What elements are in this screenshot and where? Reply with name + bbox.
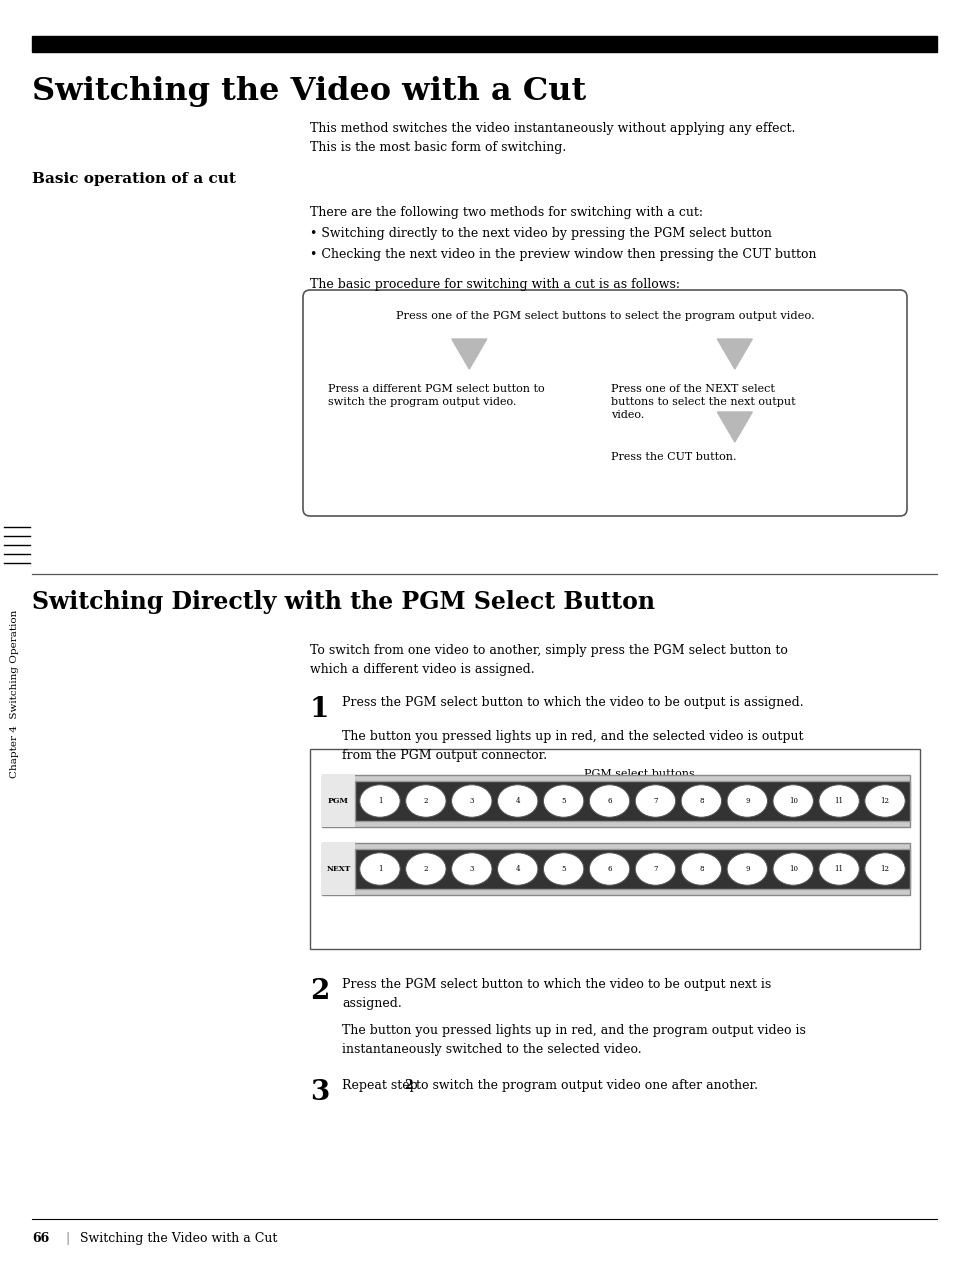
Ellipse shape <box>589 785 629 817</box>
Text: 6: 6 <box>607 865 611 873</box>
Ellipse shape <box>726 785 767 817</box>
Bar <box>322 843 909 896</box>
Text: PGM select buttons: PGM select buttons <box>583 769 694 778</box>
Polygon shape <box>452 339 486 369</box>
Ellipse shape <box>497 852 537 885</box>
Text: 2: 2 <box>404 1079 413 1092</box>
Text: This method switches the video instantaneously without applying any effect.
This: This method switches the video instantan… <box>310 122 795 153</box>
Text: 8: 8 <box>699 865 703 873</box>
Text: 2: 2 <box>423 865 428 873</box>
Ellipse shape <box>818 852 859 885</box>
Text: 3: 3 <box>310 1079 329 1106</box>
Text: 2: 2 <box>310 978 329 1005</box>
Ellipse shape <box>497 785 537 817</box>
Text: to switch the program output video one after another.: to switch the program output video one a… <box>411 1079 757 1092</box>
Bar <box>355 848 909 889</box>
Text: 9: 9 <box>744 865 749 873</box>
Text: 11: 11 <box>834 798 842 805</box>
Ellipse shape <box>772 852 813 885</box>
Text: Chapter 4  Switching Operation: Chapter 4 Switching Operation <box>10 610 19 778</box>
Text: Press one of the NEXT select
buttons to select the next output
video.: Press one of the NEXT select buttons to … <box>610 383 795 420</box>
Ellipse shape <box>405 785 446 817</box>
Text: Repeat step: Repeat step <box>341 1079 421 1092</box>
Text: 4: 4 <box>515 798 519 805</box>
Bar <box>322 775 355 827</box>
Text: 1: 1 <box>377 798 382 805</box>
Bar <box>355 781 909 822</box>
Text: Press one of the PGM select buttons to select the program output video.: Press one of the PGM select buttons to s… <box>395 311 814 321</box>
Polygon shape <box>717 412 752 442</box>
Text: 10: 10 <box>788 798 797 805</box>
Text: NEXT: NEXT <box>326 865 351 873</box>
Bar <box>322 843 355 896</box>
Text: 7: 7 <box>653 798 657 805</box>
Text: 10: 10 <box>788 865 797 873</box>
Text: 3: 3 <box>469 798 474 805</box>
Ellipse shape <box>543 785 583 817</box>
Text: The basic procedure for switching with a cut is as follows:: The basic procedure for switching with a… <box>310 278 679 290</box>
Text: Switching the Video with a Cut: Switching the Video with a Cut <box>80 1232 277 1245</box>
Ellipse shape <box>359 852 399 885</box>
Text: 7: 7 <box>653 865 657 873</box>
Ellipse shape <box>772 785 813 817</box>
Text: There are the following two methods for switching with a cut:: There are the following two methods for … <box>310 206 702 219</box>
Text: Switching Directly with the PGM Select Button: Switching Directly with the PGM Select B… <box>32 590 655 614</box>
Text: To switch from one video to another, simply press the PGM select button to
which: To switch from one video to another, sim… <box>310 643 787 675</box>
Bar <box>355 848 909 889</box>
Text: Press the PGM select button to which the video to be output is assigned.: Press the PGM select button to which the… <box>341 696 802 710</box>
Ellipse shape <box>864 852 904 885</box>
Ellipse shape <box>818 785 859 817</box>
Ellipse shape <box>589 852 629 885</box>
Ellipse shape <box>405 852 446 885</box>
Text: 12: 12 <box>880 798 888 805</box>
Bar <box>355 781 909 822</box>
Bar <box>32 36 936 52</box>
Text: 1: 1 <box>310 696 329 724</box>
Text: 4: 4 <box>515 865 519 873</box>
Ellipse shape <box>451 852 492 885</box>
Text: 2: 2 <box>423 798 428 805</box>
Ellipse shape <box>451 785 492 817</box>
Ellipse shape <box>359 785 399 817</box>
Text: 9: 9 <box>744 798 749 805</box>
FancyBboxPatch shape <box>303 290 906 516</box>
Text: Basic operation of a cut: Basic operation of a cut <box>32 172 235 186</box>
Ellipse shape <box>635 852 675 885</box>
Text: The button you pressed lights up in red, and the selected video is output
from t: The button you pressed lights up in red,… <box>341 730 802 762</box>
Text: • Switching directly to the next video by pressing the PGM select button: • Switching directly to the next video b… <box>310 227 771 240</box>
Text: 6: 6 <box>607 798 611 805</box>
Text: Press the CUT button.: Press the CUT button. <box>610 452 736 462</box>
Text: 3: 3 <box>469 865 474 873</box>
Text: 66: 66 <box>32 1232 50 1245</box>
Text: The button you pressed lights up in red, and the program output video is
instant: The button you pressed lights up in red,… <box>341 1024 805 1055</box>
Text: 5: 5 <box>560 865 565 873</box>
Polygon shape <box>717 339 752 369</box>
Text: 11: 11 <box>834 865 842 873</box>
Text: 1: 1 <box>377 865 382 873</box>
Ellipse shape <box>635 785 675 817</box>
Text: 12: 12 <box>880 865 888 873</box>
Text: Press a different PGM select button to
switch the program output video.: Press a different PGM select button to s… <box>328 383 544 408</box>
Bar <box>310 749 919 949</box>
Text: 5: 5 <box>560 798 565 805</box>
Text: • Checking the next video in the preview window then pressing the CUT button: • Checking the next video in the preview… <box>310 248 816 261</box>
Ellipse shape <box>864 785 904 817</box>
Bar <box>322 775 909 827</box>
Text: PGM: PGM <box>328 798 349 805</box>
Ellipse shape <box>726 852 767 885</box>
Ellipse shape <box>543 852 583 885</box>
Ellipse shape <box>680 852 720 885</box>
Text: Switching the Video with a Cut: Switching the Video with a Cut <box>32 76 586 107</box>
Text: Press the PGM select button to which the video to be output next is
assigned.: Press the PGM select button to which the… <box>341 978 770 1009</box>
Ellipse shape <box>680 785 720 817</box>
Text: |: | <box>65 1232 70 1245</box>
Text: 8: 8 <box>699 798 703 805</box>
